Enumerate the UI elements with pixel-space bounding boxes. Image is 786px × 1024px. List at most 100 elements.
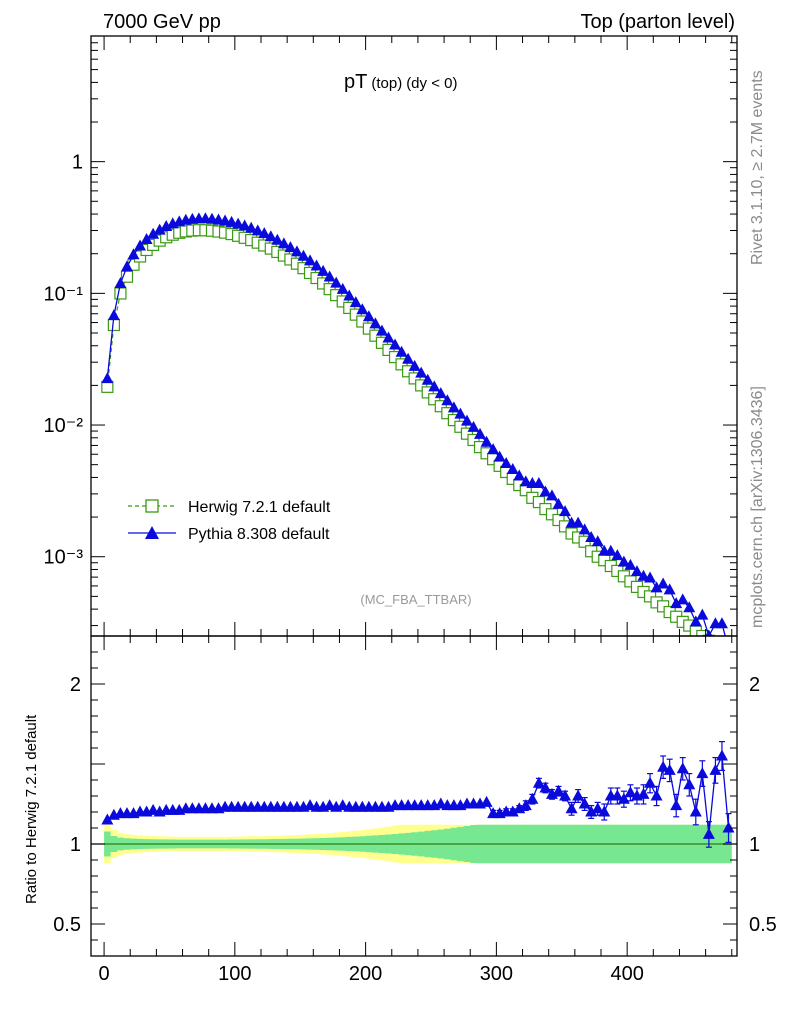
main-series-layer <box>101 212 734 660</box>
herwig-point <box>415 379 428 392</box>
ratio-pythia-point <box>559 789 572 801</box>
ratio-pythia-point <box>670 799 683 811</box>
pythia-point <box>532 476 545 488</box>
ratio-pythia-point <box>578 797 591 809</box>
pythia-point <box>304 254 317 266</box>
pythia-point <box>428 380 441 392</box>
pythia-point <box>617 555 630 567</box>
pythia-point <box>460 414 473 426</box>
ratio-pythia-point <box>663 763 676 775</box>
pythia-point <box>101 372 114 384</box>
pythia-point <box>251 224 264 236</box>
herwig-point <box>402 365 415 378</box>
herwig-point <box>421 386 434 399</box>
ratio-pythia-point <box>644 776 657 788</box>
ratio-pythia-point <box>624 786 637 798</box>
pythia-point <box>591 535 604 547</box>
pythia-point <box>330 276 343 288</box>
ratio-pythia-point <box>637 787 650 799</box>
ratio-y-axis-label: Ratio to Herwig 7.2.1 default <box>23 714 40 904</box>
ratio-pythia-point <box>545 787 558 799</box>
pythia-point <box>323 270 336 282</box>
herwig-point <box>723 649 734 660</box>
pythia-point <box>402 352 415 364</box>
ratio-pythia-point <box>480 795 493 807</box>
pythia-point <box>310 259 323 271</box>
ratio-pythia-point <box>650 789 663 801</box>
y-tick-label: 10⁻³ <box>44 547 84 569</box>
herwig-point <box>710 640 721 651</box>
ratio-pythia-point <box>598 805 611 817</box>
pythia-point <box>663 583 676 595</box>
pythia-point <box>147 227 160 239</box>
ratio-y-tick-label-right: 1 <box>749 834 760 856</box>
ratio-pythia-point <box>722 821 735 833</box>
pythia-point <box>650 581 663 593</box>
ratio-pythia-point <box>506 805 519 817</box>
herwig-point <box>702 634 715 636</box>
pythia-point <box>408 359 421 371</box>
ratio-pythia-point <box>539 781 552 793</box>
pythia-point <box>395 345 408 357</box>
legend-herwig-label: Herwig 7.2.1 default <box>188 499 331 516</box>
pythia-point <box>356 303 369 315</box>
x-tick-label: 400 <box>610 963 643 985</box>
pythia-point <box>585 530 598 542</box>
herwig-point <box>362 322 375 335</box>
herwig-point <box>441 407 454 420</box>
ratio-y-tick-label-right: 2 <box>749 674 760 696</box>
pythia-point <box>545 489 558 501</box>
pythia-point <box>389 338 402 350</box>
pythia-point <box>277 237 290 249</box>
pythia-point <box>415 366 428 378</box>
y-tick-label: 10⁻¹ <box>44 283 84 305</box>
legend-entry-herwig: Herwig 7.2.1 default <box>128 499 331 516</box>
ratio-panel: 2 2 1 1 0.5 0.5 0 100 200 300 400 Ratio to Herwig … <box>23 635 777 985</box>
herwig-point <box>408 372 421 385</box>
pythia-point <box>336 282 349 294</box>
herwig-point <box>532 495 545 509</box>
pythia-point <box>454 407 467 419</box>
pythia-point <box>107 309 120 321</box>
mcplots-reference-text: mcplots.cern.ch [arXiv:1306.3436] <box>749 386 766 628</box>
ratio-pythia-point <box>617 792 630 804</box>
main-axes: 1 10⁻¹ 10⁻² 10⁻³ <box>44 35 737 636</box>
ratio-pythia-point <box>526 792 539 804</box>
x-tick-label: 300 <box>480 963 513 985</box>
pythia-point <box>297 249 310 261</box>
herwig-point <box>460 427 474 440</box>
pythia-point <box>506 462 519 474</box>
ratio-pythia-point <box>513 802 526 814</box>
plot-title: pT (top) (dy < 0) <box>344 71 457 93</box>
rivet-version-text: Rivet 3.1.10, ≥ 2.7M events <box>749 70 766 265</box>
pythia-point <box>474 427 487 439</box>
pythia-point <box>317 264 330 276</box>
ratio-pythia-point <box>715 749 728 761</box>
legend-herwig-marker <box>145 499 159 513</box>
ratio-y-tick-label-left: 2 <box>70 674 81 696</box>
herwig-point <box>330 289 343 302</box>
ratio-pythia-point <box>657 760 670 772</box>
pythia-point <box>572 516 585 528</box>
legend: Herwig 7.2.1 default Pythia 8.308 defaul… <box>128 499 331 543</box>
legend-pythia-label: Pythia 8.308 default <box>188 526 330 543</box>
ratio-pythia-point <box>689 805 702 817</box>
herwig-point <box>382 343 395 356</box>
pythia-point <box>715 617 728 629</box>
pythia-point <box>258 227 271 239</box>
herwig-point <box>434 400 447 413</box>
y-tick-label: 10⁻² <box>44 415 84 437</box>
ratio-pythia-point <box>683 778 696 790</box>
herwig-point <box>473 440 487 454</box>
ratio-pythia-point <box>611 789 624 801</box>
ratio-y-tick-label-right: 0.5 <box>749 914 777 936</box>
herwig-point <box>696 629 709 636</box>
pythia-point <box>441 394 454 406</box>
pythia-point <box>604 544 617 556</box>
pythia-point <box>705 629 713 636</box>
herwig-point <box>356 315 369 328</box>
pythia-point <box>480 435 493 447</box>
pythia-point <box>689 615 702 627</box>
pythia-point <box>369 317 382 329</box>
